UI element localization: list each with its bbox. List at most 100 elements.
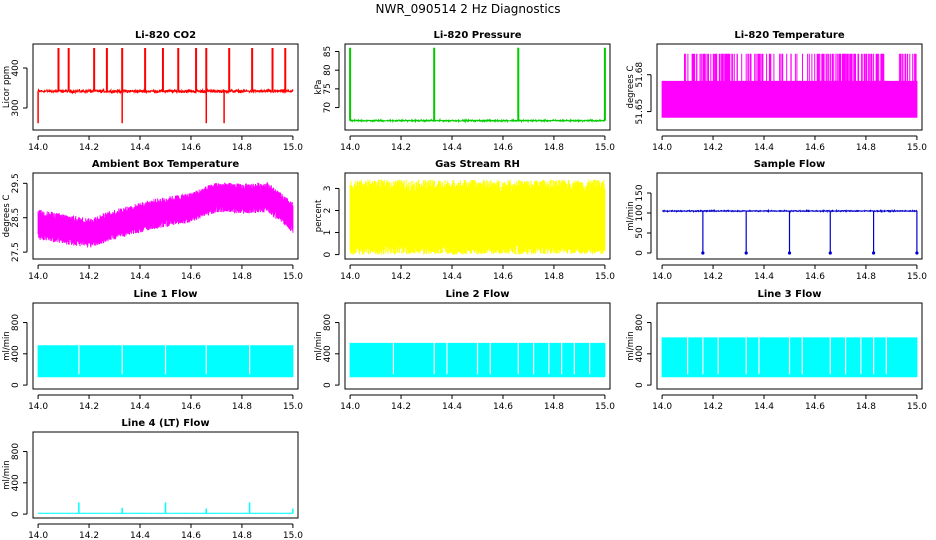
x-tick-label: 14.0 (340, 143, 360, 153)
panel-10: Line 4 (LT) Flow 14.0 14.2 14.4 14.6 14.8 15.0… (2, 418, 303, 540)
y-axis: 27.5 28.5 29.5 degrees C (2, 173, 28, 262)
plot-area (661, 208, 919, 255)
panel-title: Ambient Box Temperature (92, 159, 239, 170)
x-tick-label: 15.0 (595, 402, 615, 412)
x-tick-label: 14.8 (232, 531, 252, 540)
y-axis: 70 75 80 85 kPa (314, 46, 340, 114)
y-tick-label: 800 (635, 314, 645, 331)
y-tick-label: 800 (11, 314, 21, 331)
x-tick-label: 15.0 (283, 143, 303, 153)
panel-title: Line 1 Flow (134, 289, 198, 300)
y-tick-label: 0 (635, 382, 645, 388)
panel-title: Line 3 Flow (758, 289, 822, 300)
series-band (37, 182, 294, 248)
plot-area (37, 182, 294, 248)
y-tick-label: 50 (635, 227, 645, 239)
dip-point-5 (871, 251, 876, 255)
y-tick-label: 1 (323, 230, 333, 236)
x-tick-label: 14.4 (130, 402, 150, 412)
y-tick-label: 70 (323, 102, 333, 114)
y-tick-label: 300 (11, 99, 21, 116)
plot-frame (656, 302, 923, 390)
x-tick-label: 14.6 (805, 272, 825, 282)
x-tick-label: 14.0 (652, 143, 672, 153)
figure-title: NWR_090514 2 Hz Diagnostics (375, 2, 560, 16)
y-tick-label: 800 (323, 314, 333, 331)
dip-point-2 (744, 251, 748, 255)
x-tick-label: 14.0 (28, 402, 48, 412)
x-tick-label: 14.2 (703, 272, 723, 282)
panel-title: Gas Stream RH (435, 159, 520, 170)
y-axis-label: Licor ppm (2, 66, 12, 108)
y-tick-label: 0 (323, 382, 333, 388)
plot-area (37, 502, 294, 515)
series-line (37, 87, 294, 95)
panel-6: Sample Flow 14.0 14.2 14.4 14.6 14.8 15.0 0 50 10… (626, 159, 927, 282)
x-tick-label: 14.8 (232, 402, 252, 412)
panel-title: Li-820 Pressure (433, 30, 521, 41)
x-tick-label: 14.4 (130, 143, 150, 153)
plot-frame (656, 43, 923, 131)
x-tick-label: 14.0 (28, 272, 48, 282)
series-line (349, 117, 606, 124)
x-tick-label: 14.6 (181, 272, 201, 282)
plot-area (661, 336, 918, 378)
y-tick-label: 100 (635, 204, 645, 221)
plot-frame (344, 302, 611, 390)
panel-8: Line 2 Flow 14.0 14.2 14.4 14.6 14.8 15.0 0 400 8… (314, 289, 615, 412)
y-tick-label: 150 (635, 184, 645, 201)
x-tick-label: 14.4 (754, 143, 774, 153)
x-axis: 14.0 14.2 14.4 14.6 14.8 15.0 (28, 394, 303, 412)
y-tick-label: 80 (323, 64, 333, 76)
y-tick-label: 0 (635, 250, 645, 256)
x-axis: 14.0 14.2 14.4 14.6 14.8 15.0 (340, 135, 615, 153)
x-tick-label: 14.8 (856, 272, 876, 282)
x-axis: 14.0 14.2 14.4 14.6 14.8 15.0 (652, 135, 927, 153)
y-tick-label: 51.68 (635, 62, 645, 88)
y-axis-label: ml/min (2, 331, 12, 361)
plot-frame (344, 172, 611, 260)
plot-area (37, 48, 294, 124)
panel-7: Line 1 Flow 14.0 14.2 14.4 14.6 14.8 15.0 0 400 8… (2, 289, 303, 412)
y-axis-label: ml/min (626, 201, 636, 231)
panel-1: Li-820 CO2 14.0 14.2 14.4 14.6 14.8 15.0 300 400… (2, 30, 303, 153)
y-tick-label: 3 (323, 186, 333, 192)
dip-point-3 (787, 251, 792, 255)
y-tick-label: 400 (11, 59, 21, 76)
y-axis-label: ml/min (314, 331, 324, 361)
series-band (37, 345, 294, 378)
x-tick-label: 14.0 (652, 402, 672, 412)
plot-frame (32, 43, 299, 131)
plot-area (349, 47, 606, 124)
x-tick-label: 14.8 (232, 143, 252, 153)
plot-frame (32, 431, 299, 519)
x-tick-label: 15.0 (283, 402, 303, 412)
x-tick-label: 14.6 (493, 402, 513, 412)
x-tick-label: 14.0 (652, 272, 672, 282)
panel-title: Li-820 CO2 (135, 30, 196, 41)
panel-title: Line 2 Flow (446, 289, 510, 300)
x-tick-label: 15.0 (907, 402, 927, 412)
y-tick-label: 400 (11, 345, 21, 362)
x-tick-label: 14.8 (544, 402, 564, 412)
x-axis: 14.0 14.2 14.4 14.6 14.8 15.0 (652, 394, 927, 412)
x-tick-label: 14.6 (493, 143, 513, 153)
x-tick-label: 14.8 (856, 402, 876, 412)
panel-title: Li-820 Temperature (734, 30, 844, 41)
y-axis-label: kPa (314, 80, 324, 95)
x-tick-label: 14.6 (805, 402, 825, 412)
x-tick-label: 14.4 (754, 402, 774, 412)
x-tick-label: 14.8 (544, 143, 564, 153)
y-tick-label: 0 (11, 382, 21, 388)
x-axis: 14.0 14.2 14.4 14.6 14.8 15.0 (652, 264, 927, 282)
x-tick-label: 14.4 (130, 531, 150, 540)
x-tick-label: 14.0 (340, 402, 360, 412)
x-tick-label: 15.0 (907, 272, 927, 282)
y-axis-label: percent (314, 199, 324, 232)
